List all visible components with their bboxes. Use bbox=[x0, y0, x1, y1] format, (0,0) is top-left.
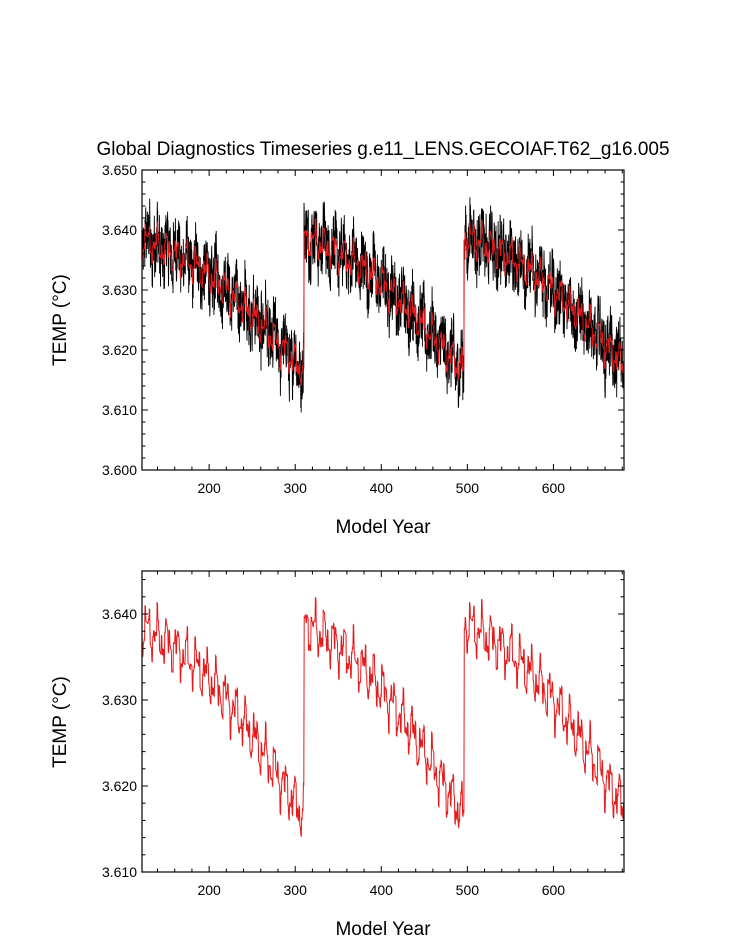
x-axis-label: Model Year bbox=[335, 517, 431, 538]
plot-area: 200 300 400 500 600 3.600 3.610 3.620 3.630 3.640… bbox=[102, 162, 625, 496]
x-tick-label: 300 bbox=[284, 480, 308, 496]
plot-frame bbox=[141, 169, 625, 471]
y-tick-label: 3.600 bbox=[102, 462, 137, 478]
y-tick-label: 3.620 bbox=[102, 778, 137, 794]
x-tick-label: 300 bbox=[284, 882, 308, 898]
chart-bottom: TEMP (°C) Model Year 200 300 400 500 600 3.61… bbox=[50, 570, 625, 940]
y-axis-label: TEMP (°C) bbox=[50, 274, 71, 366]
y-tick-label: 3.610 bbox=[102, 402, 137, 418]
y-tick-label: 3.630 bbox=[102, 692, 137, 708]
series-line-annual-running-mean bbox=[141, 218, 625, 387]
y-tick-label: 3.610 bbox=[102, 864, 137, 880]
x-tick-label: 600 bbox=[542, 882, 566, 898]
y-tick-label: 3.650 bbox=[102, 162, 137, 178]
plot-area: 200 300 400 500 600 3.610 3.620 3.630 3.640 bbox=[102, 570, 625, 898]
x-tick-label: 200 bbox=[197, 882, 221, 898]
x-tick-label: 500 bbox=[456, 480, 480, 496]
y-tick-label: 3.640 bbox=[102, 222, 137, 238]
series-line-monthly bbox=[141, 197, 625, 413]
chart-title: Global Diagnostics Timeseries g.e11_LENS… bbox=[96, 139, 669, 160]
y-tick-label: 3.620 bbox=[102, 342, 137, 358]
y-tick-label: 3.640 bbox=[102, 606, 137, 622]
x-tick-label: 500 bbox=[456, 882, 480, 898]
x-tick-label: 400 bbox=[370, 882, 394, 898]
plot-frame bbox=[141, 570, 625, 873]
x-tick-label: 600 bbox=[542, 480, 566, 496]
series-line-annual-running-mean bbox=[141, 597, 625, 838]
y-tick-label: 3.630 bbox=[102, 282, 137, 298]
x-tick-label: 200 bbox=[197, 480, 221, 496]
y-axis-label: TEMP (°C) bbox=[50, 676, 71, 768]
x-axis-label: Model Year bbox=[335, 919, 431, 940]
chart-top: Global Diagnostics Timeseries g.e11_LENS… bbox=[50, 139, 670, 538]
x-tick-label: 400 bbox=[370, 480, 394, 496]
